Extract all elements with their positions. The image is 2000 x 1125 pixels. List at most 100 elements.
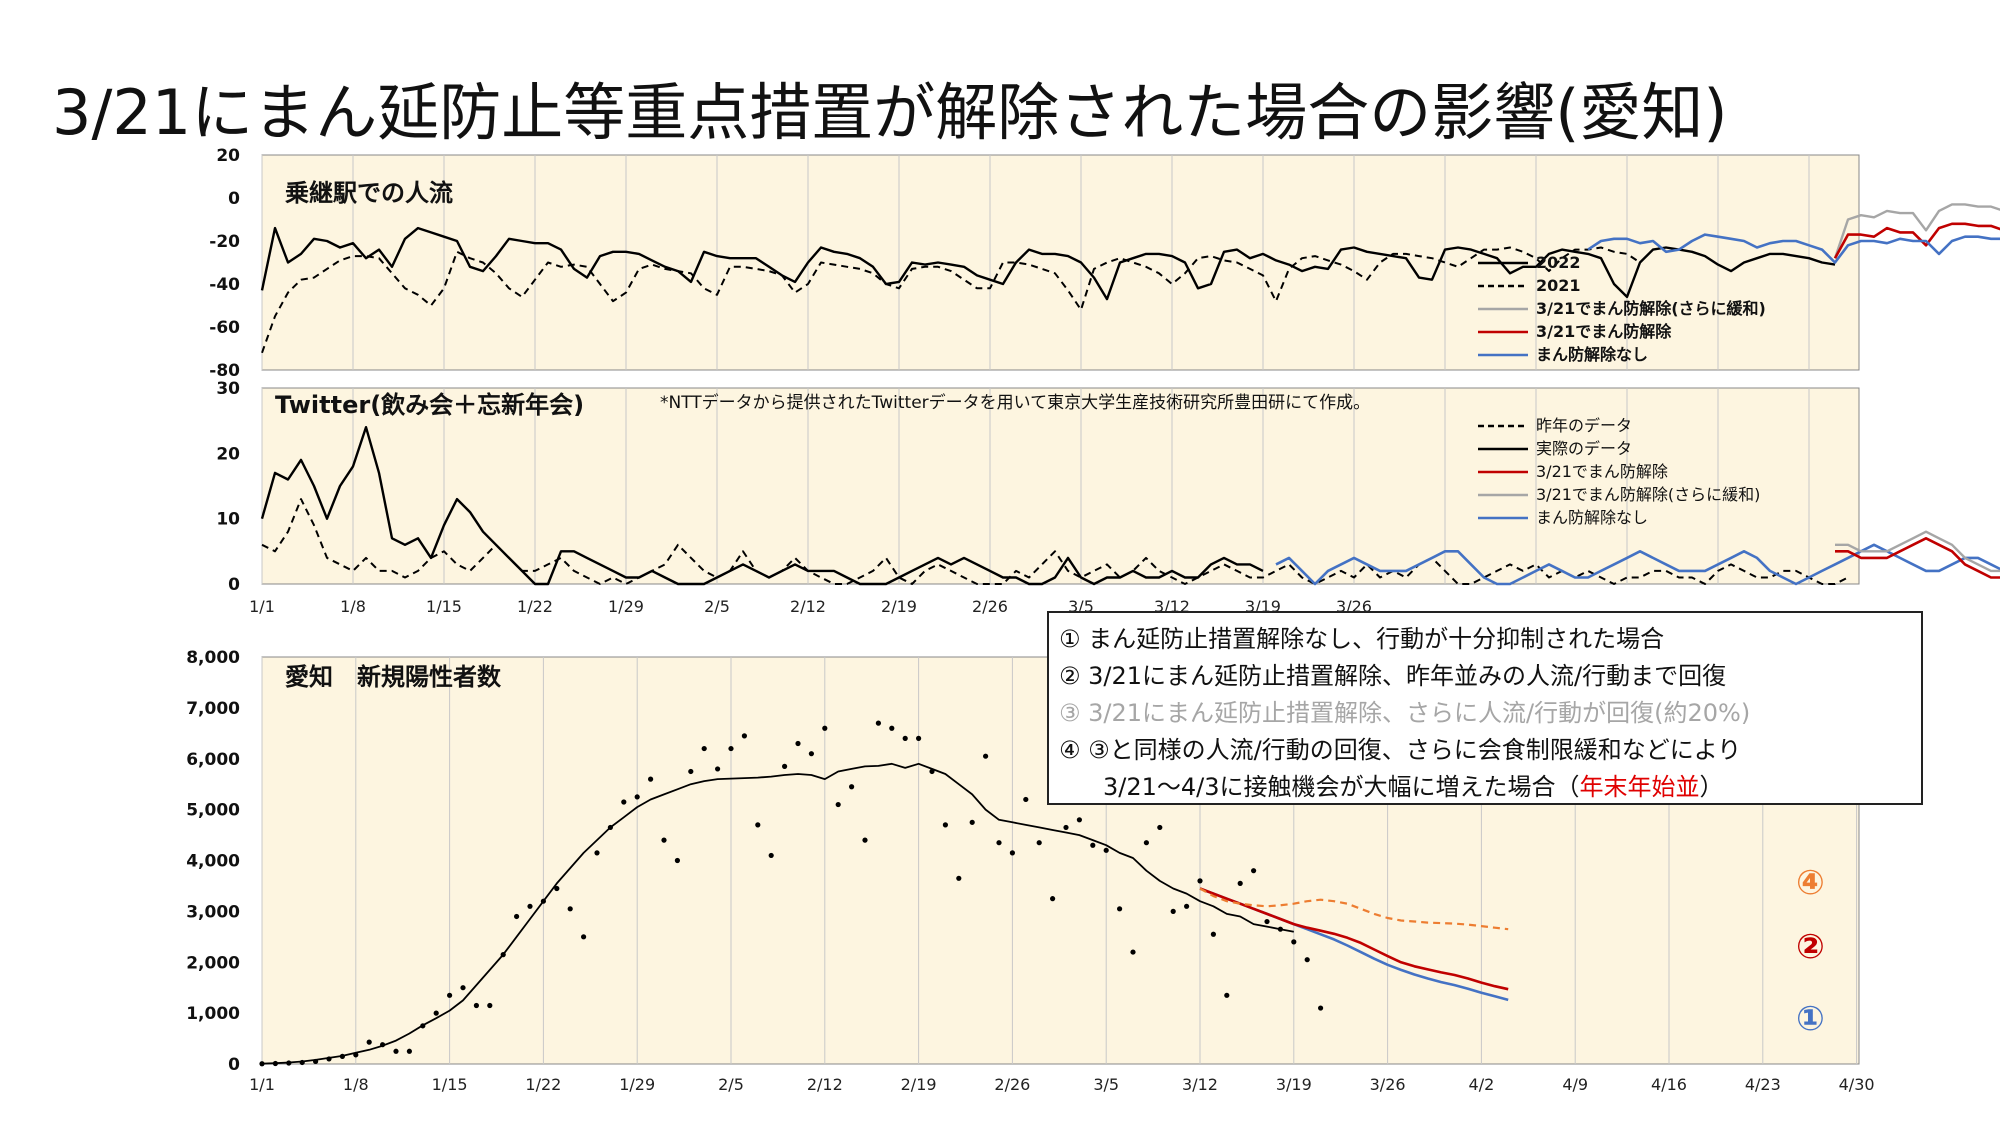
panel-twitter: 30 20 10 0 1/1 1/8 1/15 1/22 1/29 2/5 2/12 2/19 2/2…: [216, 379, 2000, 616]
legend-label: 3/21でまん防解除(さらに緩和): [1536, 299, 1766, 318]
data-point: [889, 725, 895, 731]
panel-mobility-lines: [260, 203, 2000, 354]
panel-twitter-title: Twitter(飲み会＋忘新年会): [275, 391, 584, 419]
data-point: [808, 751, 815, 757]
ytick-label: 4,000: [186, 852, 240, 872]
data-point: [447, 992, 453, 998]
series-line: [1587, 233, 2000, 264]
data-point: [594, 850, 600, 856]
ytick-label: 20: [216, 444, 240, 464]
panel-twitter-yticks: 30 20 10 0: [216, 379, 240, 595]
xtick-label: 2/19: [881, 597, 917, 616]
xtick-label: 1/22: [517, 597, 553, 616]
ytick-label: 30: [216, 379, 240, 399]
xtick-label: 1/8: [343, 1075, 369, 1094]
data-point: [674, 857, 681, 864]
data-point: [527, 903, 533, 909]
data-point: [460, 985, 466, 991]
scenario-4: ④ ③と同様の人流/行動の回復、さらに会食制限緩和などにより: [1059, 736, 1742, 764]
ytick-label: -60: [209, 318, 240, 338]
data-point: [1143, 840, 1149, 846]
data-point: [755, 822, 761, 828]
xtick-label: 2/12: [807, 1075, 843, 1094]
page-title: 3/21にまん延防止等重点措置が解除された場合の影響(愛知): [52, 76, 1728, 149]
data-point: [648, 776, 654, 782]
marker-2: ②: [1796, 927, 1825, 967]
ytick-label: -40: [209, 275, 240, 295]
data-point: [835, 801, 841, 808]
panel-cases-yticks: 8,000 7,000 6,000 5,000 4,000 3,000 2,000 1,000…: [186, 648, 240, 1075]
data-point: [956, 875, 962, 881]
data-point: [849, 784, 855, 790]
ytick-label: 1,000: [186, 1004, 240, 1024]
data-point: [1170, 908, 1176, 914]
scenario-4-detail: 3/21～4/3に接触機会が大幅に増えた場合（年末年始並）: [1059, 769, 1921, 806]
series-line: [261, 498, 1849, 585]
data-point: [701, 745, 707, 752]
series-line: [1199, 887, 1509, 931]
data-point: [567, 906, 573, 912]
ytick-label: -80: [209, 361, 240, 381]
legend-label: 3/21でまん防解除: [1536, 462, 1668, 481]
xtick-label: 1/29: [619, 1075, 655, 1094]
data-point: [1304, 957, 1310, 963]
data-point: [996, 840, 1002, 846]
data-point: [1009, 850, 1016, 856]
data-point: [728, 745, 734, 752]
data-point: [621, 799, 627, 805]
xtick-label: 3/5: [1093, 1075, 1119, 1094]
ytick-label: 3,000: [186, 902, 240, 922]
data-point: [1210, 931, 1216, 937]
legend-label: 3/21でまん防解除(さらに緩和): [1536, 485, 1760, 504]
series-line: [1199, 887, 1509, 991]
xtick-label: 1/29: [608, 597, 644, 616]
data-point: [741, 733, 748, 739]
xtick-label: 1/15: [426, 597, 462, 616]
panel-mobility: 20 0 -20 -40 -60 -80 乗継駅での人流 2022 2021 3/21でまん防…: [209, 146, 2000, 381]
xtick-label: 4/23: [1745, 1075, 1781, 1094]
data-point: [1036, 840, 1042, 846]
ytick-label: 20: [216, 146, 240, 166]
data-point: [1224, 992, 1230, 998]
xtick-label: 3/12: [1182, 1075, 1218, 1094]
legend-label: まん防解除なし: [1536, 345, 1648, 364]
xtick-label: 4/9: [1562, 1075, 1588, 1094]
panel-twitter-xticks: 1/1 1/8 1/15 1/22 1/29 2/5 2/12 2/19 2/26 3/5 3/12…: [249, 597, 1372, 616]
scenario-legend-box: ① まん延防止措置解除なし、行動が十分抑制された場合 ② 3/21にまん延防止措…: [1047, 611, 1923, 805]
data-point: [581, 934, 587, 940]
series-line: [1275, 543, 2000, 586]
scenario-4-detail-a: 3/21～4/3に接触機会が大幅に増えた場合（: [1103, 773, 1580, 801]
xtick-label: 2/19: [901, 1075, 937, 1094]
data-point: [916, 735, 922, 742]
ytick-label: 0: [228, 575, 240, 595]
legend-label: 2021: [1536, 276, 1581, 295]
legend-label: 2022: [1536, 253, 1581, 272]
xtick-label: 3/26: [1370, 1075, 1406, 1094]
data-point: [1264, 918, 1270, 925]
scenario-4-detail-red: 年末年始並: [1579, 773, 1700, 801]
legend-label: 実際のデータ: [1536, 439, 1632, 458]
series-line: [1835, 536, 2000, 579]
panel-mobility-title: 乗継駅での人流: [285, 179, 453, 207]
data-point: [554, 885, 560, 892]
data-point: [942, 822, 949, 828]
data-point: [1103, 847, 1109, 853]
panel-cases-lines: [259, 720, 1509, 1067]
scenario-2: ② 3/21にまん延防止措置解除、昨年並みの人流/行動まで回復: [1059, 662, 1727, 690]
data-point: [514, 913, 520, 920]
xtick-label: 4/2: [1469, 1075, 1495, 1094]
data-point: [1023, 796, 1029, 803]
data-point: [366, 1039, 372, 1045]
xtick-label: 2/5: [704, 597, 730, 616]
xtick-label: 1/15: [432, 1075, 468, 1094]
data-point: [1090, 842, 1096, 848]
data-point: [1318, 1005, 1324, 1011]
panel-twitter-bg: [261, 387, 1860, 585]
ytick-label: 6,000: [186, 750, 240, 770]
ytick-label: 8,000: [186, 648, 240, 668]
ytick-label: 2,000: [186, 953, 240, 973]
data-point: [782, 763, 788, 769]
data-point: [1197, 878, 1203, 884]
data-point: [1251, 868, 1257, 874]
